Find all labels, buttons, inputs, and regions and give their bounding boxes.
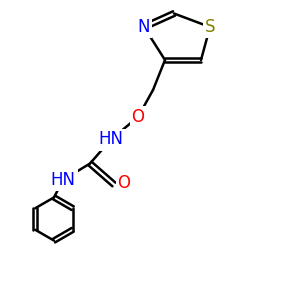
Text: HN: HN	[98, 130, 124, 148]
Text: HN: HN	[50, 171, 76, 189]
Text: N: N	[138, 18, 150, 36]
Text: S: S	[205, 18, 215, 36]
Text: O: O	[131, 108, 145, 126]
Text: O: O	[118, 174, 130, 192]
